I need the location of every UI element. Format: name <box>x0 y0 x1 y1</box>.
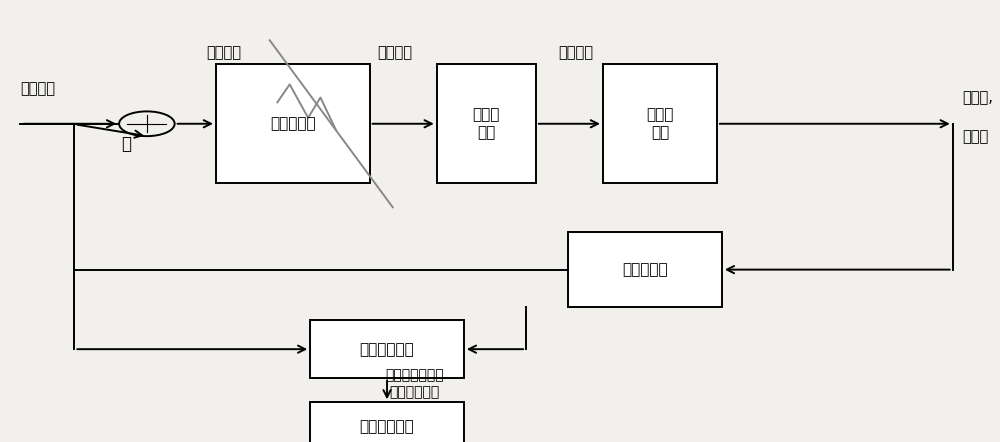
Bar <box>310 402 464 442</box>
Text: 姿态角,: 姿态角, <box>963 90 993 105</box>
Text: 传感器模块: 传感器模块 <box>622 262 668 277</box>
Text: －: － <box>121 135 131 152</box>
Text: 执行器
模块: 执行器 模块 <box>473 107 500 140</box>
Bar <box>437 64 536 183</box>
Text: 控制器模块: 控制器模块 <box>270 116 316 131</box>
Text: 航天器
机体: 航天器 机体 <box>646 107 674 140</box>
Text: 输入转矩: 输入转矩 <box>377 45 412 60</box>
Bar <box>603 64 717 183</box>
Text: 故障诊断模块: 故障诊断模块 <box>360 342 414 357</box>
Bar <box>216 64 370 183</box>
Text: 执行转矩: 执行转矩 <box>558 45 593 60</box>
Text: 误差信号: 误差信号 <box>206 45 241 60</box>
Text: 故障发生和消失: 故障发生和消失 <box>386 368 444 382</box>
Text: 容错分析模块: 容错分析模块 <box>360 419 414 434</box>
Text: 时刻，发散率: 时刻，发散率 <box>390 385 440 400</box>
Bar <box>310 320 464 378</box>
Text: 参考输入: 参考输入 <box>20 81 55 96</box>
Text: 四元数: 四元数 <box>963 130 989 145</box>
Bar <box>568 232 722 307</box>
